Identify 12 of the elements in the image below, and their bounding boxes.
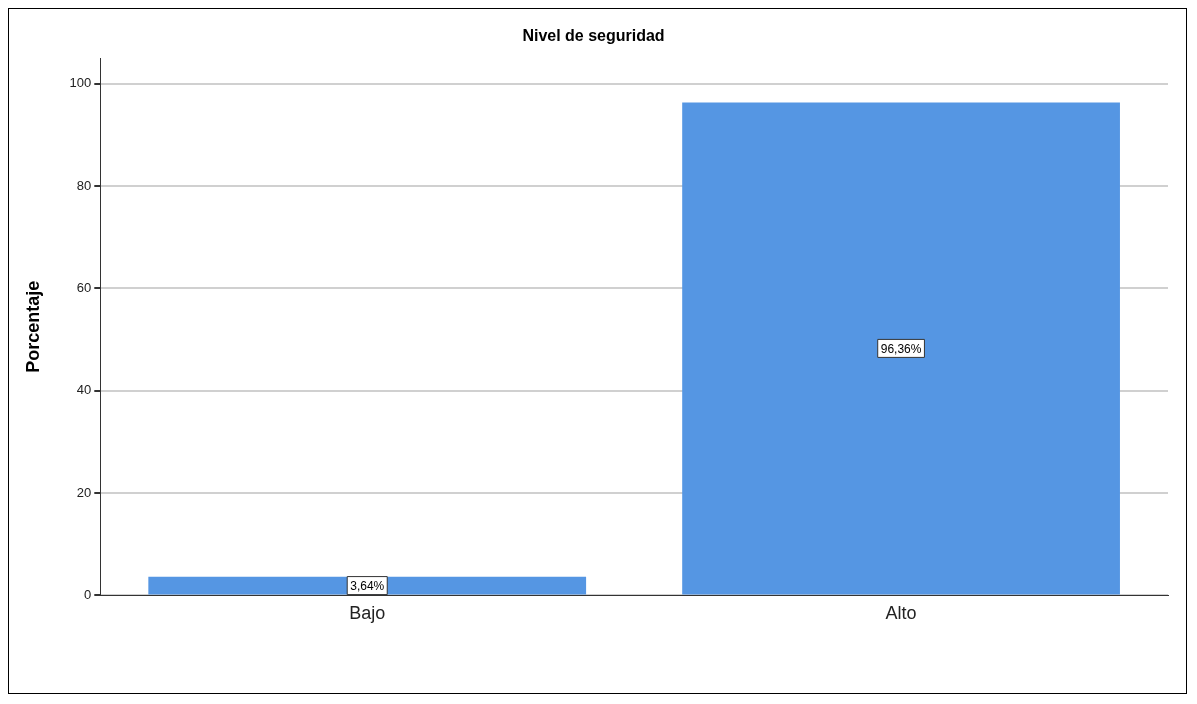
x-tick-label: Bajo <box>349 603 386 624</box>
chart-title: Nivel de seguridad <box>522 27 665 45</box>
y-tick-label: 40 <box>76 382 92 398</box>
y-tick-label: 80 <box>76 177 92 193</box>
y-tick-label: 20 <box>76 484 92 500</box>
y-tick-label: 60 <box>76 280 92 296</box>
x-tick-label: Alto <box>885 603 917 624</box>
data-label: 3,64% <box>350 578 385 593</box>
data-label: 96,36% <box>880 341 922 356</box>
y-tick-label: 100 <box>69 75 92 91</box>
y-axis-title: Porcentaje <box>22 280 43 373</box>
y-tick-label: 0 <box>84 586 92 602</box>
